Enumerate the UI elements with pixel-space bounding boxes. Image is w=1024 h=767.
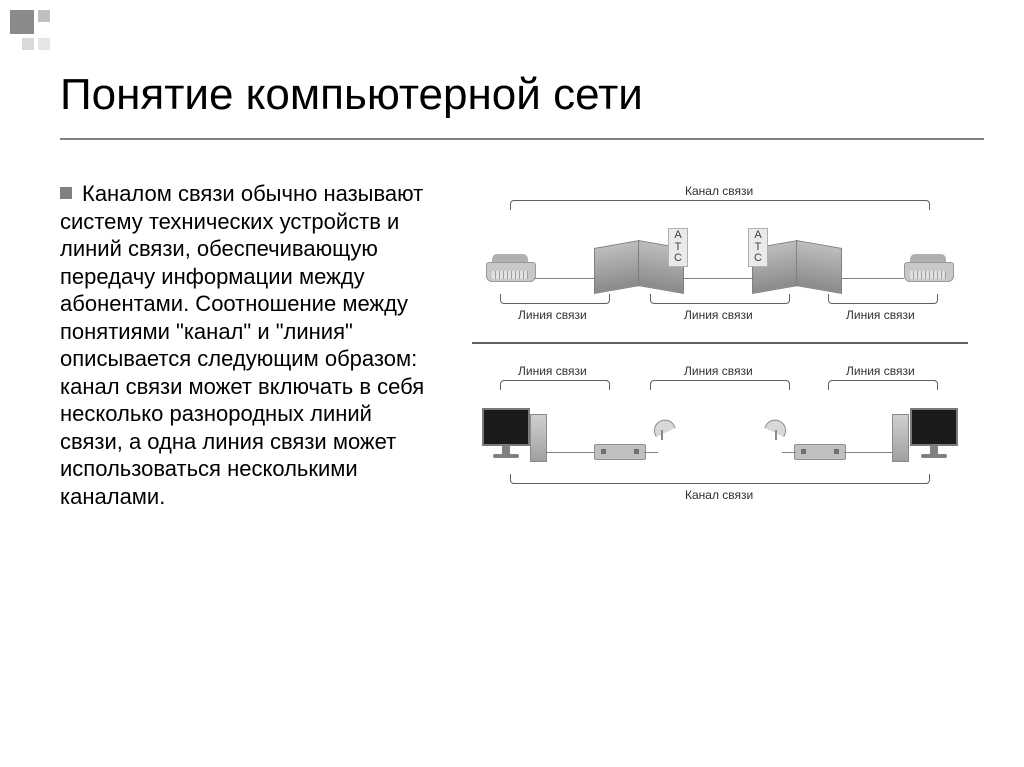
network-diagram: Канал связи А Т С А Т С	[460, 190, 980, 570]
modem-left	[594, 444, 646, 460]
label-line-r2-3: Линия связи	[846, 364, 915, 378]
bracket-line-r1-3	[828, 294, 938, 304]
page-title: Понятие компьютерной сети	[60, 70, 984, 140]
ats-left: А Т С	[594, 230, 684, 290]
wire-r1-2	[684, 278, 754, 279]
label-line-r2-1: Линия связи	[518, 364, 587, 378]
ats-right: А Т С	[752, 230, 842, 290]
ats-label-right: А Т С	[748, 228, 768, 267]
wire-r1-1	[534, 278, 596, 279]
bracket-channel-bottom	[510, 474, 930, 484]
ats-label-left: А Т С	[668, 228, 688, 267]
dish-left	[652, 418, 674, 440]
bracket-line-r2-3	[828, 380, 938, 390]
wire-r2-2	[644, 452, 658, 453]
label-line-r2-2: Линия связи	[684, 364, 753, 378]
bracket-line-r2-1	[500, 380, 610, 390]
dish-right	[766, 418, 788, 440]
divider	[472, 342, 968, 344]
wire-r1-3	[842, 278, 904, 279]
bracket-line-r2-2	[650, 380, 790, 390]
modem-right	[794, 444, 846, 460]
phone-right	[904, 254, 952, 282]
bracket-channel-top	[510, 200, 930, 210]
phone-left	[486, 254, 534, 282]
body-text: Каналом связи обычно называют систему те…	[60, 160, 440, 570]
label-line-r1-2: Линия связи	[684, 308, 753, 322]
wire-r2-4	[844, 452, 892, 453]
bullet-icon	[60, 187, 72, 199]
bracket-line-r1-2	[650, 294, 790, 304]
computer-right-tower	[892, 414, 909, 462]
computer-left-tower	[530, 414, 547, 462]
label-channel-bottom: Канал связи	[685, 488, 753, 502]
bracket-line-r1-1	[500, 294, 610, 304]
computer-right-monitor	[910, 408, 958, 460]
label-channel-top: Канал связи	[685, 184, 753, 198]
label-line-r1-1: Линия связи	[518, 308, 587, 322]
wire-r2-3	[782, 452, 796, 453]
paragraph-text: Каналом связи обычно называют систему те…	[60, 181, 424, 509]
label-line-r1-3: Линия связи	[846, 308, 915, 322]
wire-r2-1	[546, 452, 594, 453]
computer-left-monitor	[482, 408, 530, 460]
